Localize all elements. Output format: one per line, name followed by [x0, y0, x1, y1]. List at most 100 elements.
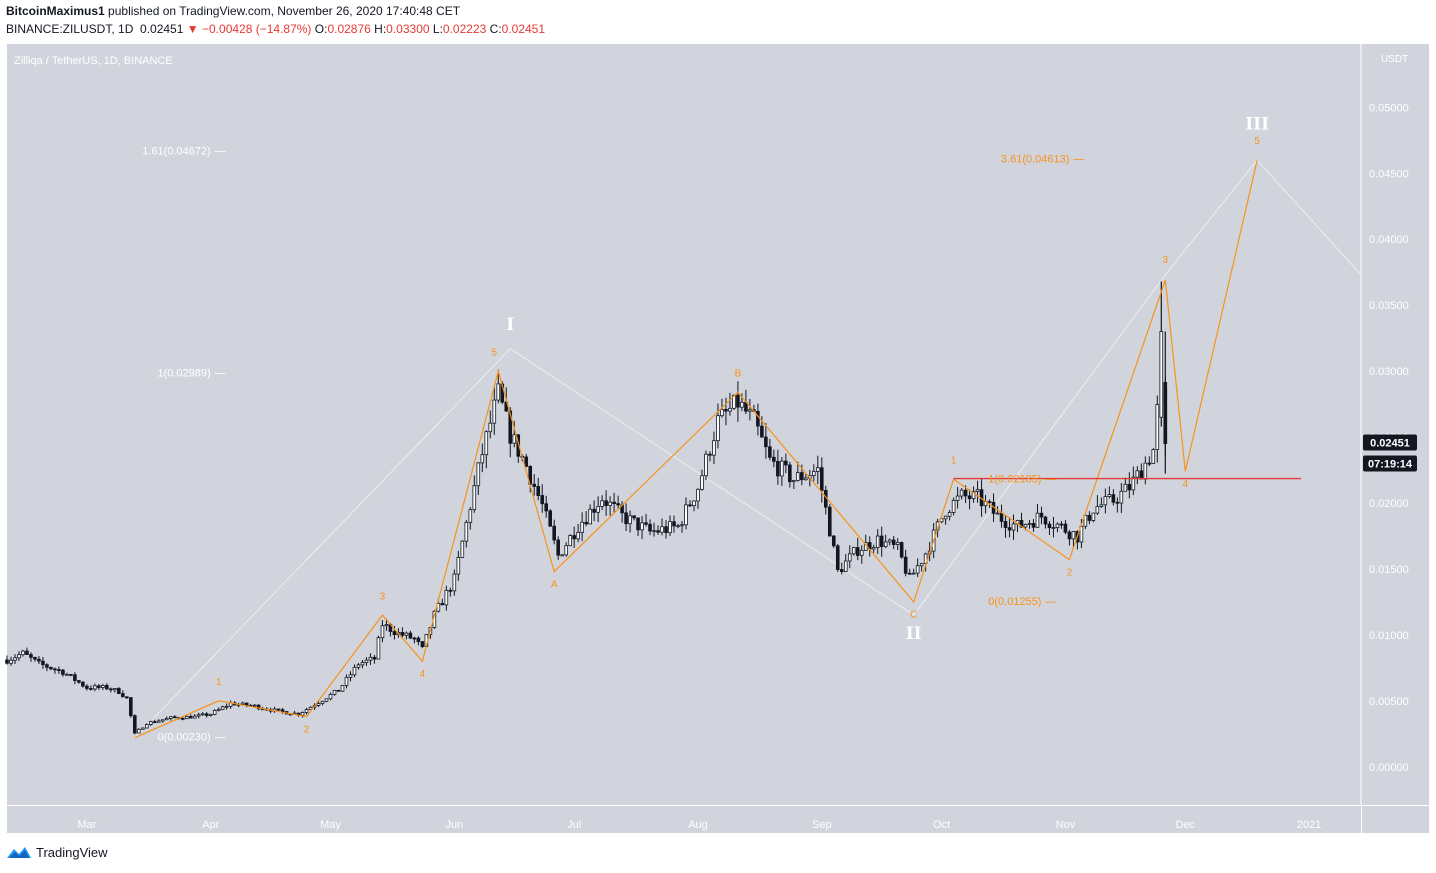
price-axis[interactable]	[1361, 44, 1429, 805]
candle-body	[995, 512, 1000, 515]
candle-body	[1119, 490, 1124, 504]
candle-body	[728, 407, 732, 412]
x-tick-label: Nov	[1056, 819, 1076, 831]
candle-body	[624, 512, 628, 525]
candle-body	[700, 475, 704, 490]
candle-body	[596, 506, 600, 513]
down-arrow-icon: ▼	[186, 22, 199, 36]
candle-body	[1115, 501, 1120, 504]
time-axis[interactable]	[7, 805, 1429, 833]
candle-body	[408, 632, 413, 639]
candle-body	[636, 517, 640, 531]
published-text: published on TradingView.com, November 2…	[108, 4, 461, 18]
candle-body	[1095, 506, 1100, 514]
candle-body	[133, 715, 137, 734]
candle-body	[776, 460, 780, 477]
fib-level-dash: —	[1073, 153, 1084, 165]
candle-body	[672, 521, 676, 527]
candle-body	[196, 714, 201, 717]
candle-body	[188, 716, 193, 719]
y-axis-ticks: 0.050000.045000.040000.035000.030000.025…	[1369, 102, 1409, 773]
candle-body	[105, 685, 109, 690]
candle-body	[148, 721, 153, 725]
candle-body	[604, 500, 608, 506]
candle-body	[1047, 523, 1052, 529]
candle-body	[652, 530, 656, 533]
candle-body	[1003, 521, 1008, 529]
white-wave-count	[134, 159, 1362, 739]
candle-body	[276, 708, 281, 711]
candle-body	[1051, 527, 1056, 529]
candle-body	[708, 453, 712, 456]
y-tick-label: 0.04500	[1369, 168, 1409, 180]
author-name[interactable]: BitcoinMaximus1	[6, 4, 105, 18]
candle-body	[304, 709, 309, 713]
candle-body	[360, 662, 365, 666]
candle-body	[512, 434, 517, 444]
candle-body	[368, 656, 373, 661]
candle-body	[915, 565, 920, 574]
candle-body	[320, 700, 325, 704]
candle-body	[220, 706, 225, 710]
candle-body	[839, 569, 844, 572]
x-tick-label: Jun	[445, 819, 463, 831]
candle-body	[887, 539, 892, 543]
candle-body	[680, 524, 684, 527]
candle-body	[464, 521, 469, 542]
candle-body	[41, 660, 45, 666]
candle-body	[488, 422, 493, 433]
candle-body	[156, 720, 161, 723]
high-value: 0.03300	[386, 22, 430, 36]
candle-body	[720, 409, 724, 417]
orange-wave-label: 1	[951, 455, 957, 466]
candle-body	[9, 659, 13, 664]
candle-body	[812, 471, 816, 476]
y-tick-label: 0.04000	[1369, 234, 1409, 246]
white-wave-label: II	[906, 624, 922, 644]
candle-body	[628, 515, 632, 525]
candle-body	[456, 557, 461, 575]
last-price-badge-bg	[1363, 434, 1417, 451]
y-tick-label: 0.03000	[1369, 366, 1409, 378]
candle-body	[384, 624, 389, 627]
candle-body	[1155, 404, 1160, 451]
y-tick-label: 0.00000	[1369, 762, 1409, 774]
candle-body	[420, 641, 425, 647]
candle-body	[208, 713, 213, 716]
candle-body	[712, 440, 716, 456]
candle-body	[152, 721, 157, 724]
candle-body	[588, 508, 592, 525]
candle-body	[224, 705, 229, 708]
candle-body	[256, 704, 261, 710]
white-wave-label: I	[506, 315, 514, 335]
candle-body	[684, 504, 688, 526]
candle-body	[101, 685, 105, 688]
candle-body	[592, 508, 596, 513]
candle-body	[644, 522, 648, 525]
candle-body	[160, 719, 165, 722]
candle-body	[412, 637, 417, 640]
candle-body	[416, 637, 421, 643]
candle-body	[404, 632, 409, 636]
candle-body	[336, 689, 341, 692]
footer-brand-text: TradingView	[36, 844, 108, 860]
candle-body	[73, 674, 77, 681]
candle-body	[81, 681, 85, 687]
candle-body	[57, 669, 61, 671]
candle-body	[987, 501, 992, 503]
plot-area[interactable]	[7, 44, 1361, 805]
candle-body	[688, 504, 692, 507]
candle-body	[740, 401, 744, 408]
candle-body	[1023, 524, 1028, 528]
candle-body	[37, 658, 41, 662]
y-tick-label: 0.01500	[1369, 564, 1409, 576]
candle-body	[951, 500, 956, 513]
ohlc-info: BINANCE:ZILUSDT, 1D 0.02451 ▼ −0.00428 (…	[6, 22, 545, 36]
candles	[5, 281, 1168, 735]
candle-body	[851, 547, 856, 555]
footer-brand[interactable]: TradingView	[6, 844, 108, 860]
candle-body	[117, 688, 121, 694]
candle-body	[400, 632, 405, 636]
last-price-value: 0.02451	[1370, 437, 1410, 449]
